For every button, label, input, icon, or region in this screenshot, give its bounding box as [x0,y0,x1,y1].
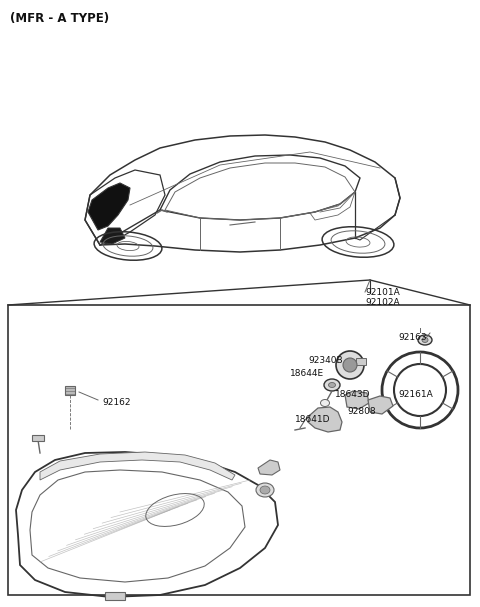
Text: 92102A: 92102A [365,298,400,307]
Text: (MFR - A TYPE): (MFR - A TYPE) [10,12,109,25]
Bar [32,435,44,441]
Polygon shape [40,452,235,480]
Polygon shape [100,228,125,244]
Polygon shape [345,391,369,409]
Bar [8,305,470,595]
Text: 18644E: 18644E [290,369,324,378]
Text: 92101A: 92101A [365,288,400,297]
Polygon shape [88,183,130,230]
Text: 92163: 92163 [398,333,427,342]
Text: 92808: 92808 [347,407,376,416]
Text: 18641D: 18641D [295,415,331,424]
Bar [65,386,75,395]
Ellipse shape [260,486,270,494]
Ellipse shape [422,337,428,342]
Text: 92162: 92162 [102,398,131,407]
Text: 18643D: 18643D [335,390,371,399]
Polygon shape [258,460,280,475]
Text: 92161A: 92161A [398,390,433,399]
Bar [356,358,366,365]
Ellipse shape [321,399,329,407]
Ellipse shape [418,335,432,345]
Ellipse shape [328,382,336,387]
Ellipse shape [324,379,340,391]
Bar [105,592,125,600]
Circle shape [336,351,364,379]
Ellipse shape [256,483,274,497]
Text: 92340B: 92340B [308,356,343,365]
Circle shape [343,358,357,372]
Polygon shape [308,407,342,432]
Polygon shape [368,396,393,414]
